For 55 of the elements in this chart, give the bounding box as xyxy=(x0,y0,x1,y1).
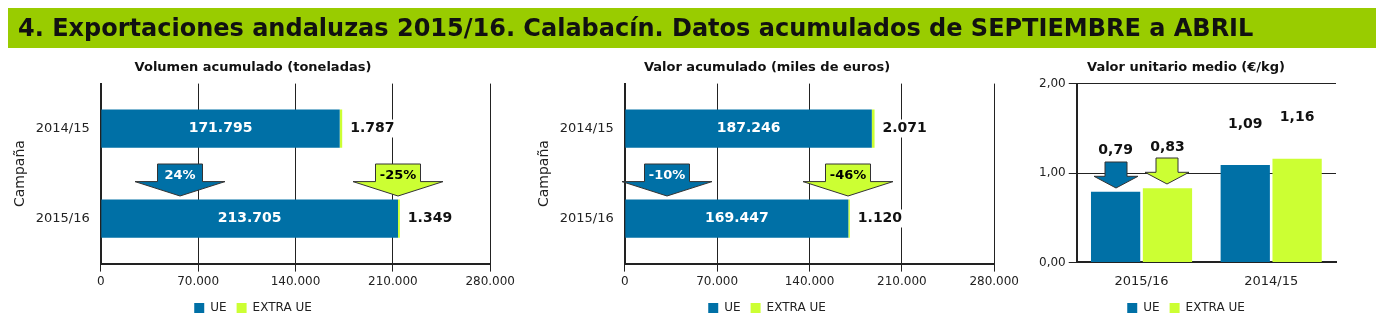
y-axis-title: Campaña xyxy=(11,140,28,208)
x-tick-label: 70.000 xyxy=(696,273,739,288)
down-arrow-icon: -46% xyxy=(803,164,894,197)
bar xyxy=(1220,164,1270,262)
data-label: 1.787 xyxy=(350,119,395,136)
bar xyxy=(625,109,872,148)
data-label: 213.705 xyxy=(217,209,282,226)
x-tick-label: 0 xyxy=(620,273,629,288)
data-label: 1.349 xyxy=(407,209,453,226)
legend-label: EXTRA UE xyxy=(252,300,312,315)
chart-title: Valor acumulado (miles de euros) xyxy=(643,59,891,75)
x-tick-label: 280.000 xyxy=(969,273,1019,288)
annotation: -46% xyxy=(830,167,867,183)
data-label: 169.447 xyxy=(704,209,769,226)
data-label: 1,16 xyxy=(1279,108,1315,125)
data-label: 1,09 xyxy=(1227,114,1263,131)
data-label: 171.795 xyxy=(188,119,253,136)
x-tick-label: 2015/16 xyxy=(1114,272,1169,288)
bar xyxy=(1142,188,1193,262)
x-tick-label: 2014/15 xyxy=(1244,272,1299,288)
legend-label: UE xyxy=(1143,300,1160,315)
data-label: 0,79 xyxy=(1098,141,1133,158)
x-tick-label: 140.000 xyxy=(270,273,321,288)
legend-label: EXTRA UE xyxy=(1185,300,1245,315)
down-arrow-icon: -10% xyxy=(621,164,712,197)
annotation: 24% xyxy=(164,167,196,183)
chart-subtitle: Volumen acumulado (toneladas) xyxy=(134,59,372,75)
annotation: -25% xyxy=(379,167,417,183)
bar xyxy=(871,109,875,148)
x-tick-label: 210.000 xyxy=(368,273,418,288)
down-arrow-icon: -25% xyxy=(353,164,443,197)
y-tick-label: 0,00 xyxy=(1039,254,1066,269)
text: 4. Exportaciones andaluzas 2015/16. Calabacín. Datos acumulados de SEPTIEMBRE a ABRIL xyxy=(8,8,1376,48)
x-tick-label: 210.000 xyxy=(877,273,927,288)
y-axis-title: Campaña xyxy=(535,140,552,208)
x-tick-label: 140.000 xyxy=(784,273,835,288)
chart-title: Valor unitario medio (€/kg) xyxy=(1087,59,1285,75)
x-tick-label: 70.000 xyxy=(177,273,220,288)
bar xyxy=(1272,158,1322,262)
bar xyxy=(101,199,398,238)
legend-label: UE xyxy=(210,300,227,315)
bar xyxy=(101,109,340,148)
data-label: 1.120 xyxy=(857,209,903,226)
data-label: 2.071 xyxy=(882,119,927,136)
x-tick-label: 280.000 xyxy=(465,273,515,288)
down-arrow-icon: 24% xyxy=(134,164,225,197)
y-tick-label: 1,00 xyxy=(1039,165,1066,180)
data-label: 0,83 xyxy=(1150,137,1185,154)
bar xyxy=(625,199,849,238)
x-tick-label: 0 xyxy=(96,273,105,288)
y-tick-label: 2,00 xyxy=(1039,75,1066,90)
annotation: -10% xyxy=(648,167,686,183)
legend-label: EXTRA UE xyxy=(766,300,826,315)
data-label: 187.246 xyxy=(716,119,781,136)
legend-label: UE xyxy=(724,300,741,315)
